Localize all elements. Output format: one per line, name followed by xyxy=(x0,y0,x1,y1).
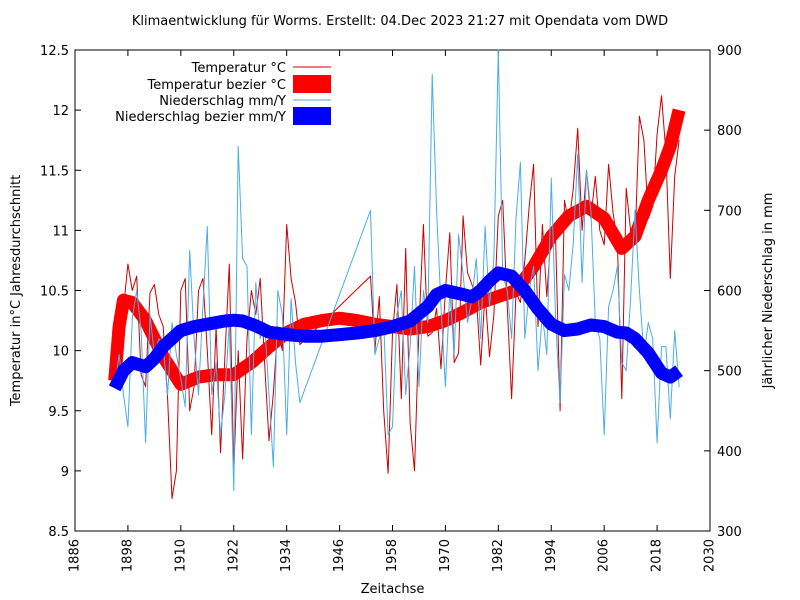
x-tick-label: 1946 xyxy=(332,539,347,572)
y2-tick-label: 400 xyxy=(717,445,742,460)
x-tick-label: 1910 xyxy=(173,539,188,572)
x-tick-label: 1970 xyxy=(438,539,453,572)
y-tick-label: 12.5 xyxy=(40,44,69,59)
series-line-1 xyxy=(108,108,686,391)
y-tick-label: 10 xyxy=(52,345,69,360)
x-tick-label: 1886 xyxy=(68,539,83,572)
x-tick-label: 1958 xyxy=(385,539,400,572)
legend-label: Niederschlag bezier mm/Y xyxy=(115,110,286,125)
y2-axis-label: Jährlicher Niederschlag in mm xyxy=(761,193,776,390)
x-axis-label: Zeitachse xyxy=(361,582,425,597)
legend-swatch xyxy=(293,107,331,125)
y2-tick-label: 600 xyxy=(717,285,742,300)
y-tick-label: 10.5 xyxy=(40,285,69,300)
x-tick-label: 1934 xyxy=(279,539,294,572)
y-tick-label: 9 xyxy=(61,465,69,480)
series-line-3 xyxy=(108,266,683,392)
x-tick-label: 1982 xyxy=(491,539,506,572)
x-tick-label: 2006 xyxy=(597,539,612,572)
legend-label: Temperatur bezier °C xyxy=(146,78,286,93)
y2-tick-label: 800 xyxy=(717,124,742,139)
y-tick-label: 8.5 xyxy=(48,525,69,540)
series-line-0 xyxy=(114,95,680,499)
chart-title: Klimaentwicklung für Worms. Erstellt: 04… xyxy=(131,14,669,29)
y-tick-label: 12 xyxy=(52,104,69,119)
x-tick-label: 2018 xyxy=(650,539,665,572)
y2-tick-label: 700 xyxy=(717,204,742,219)
y-tick-label: 9.5 xyxy=(48,405,69,420)
y-tick-label: 11.5 xyxy=(40,164,69,179)
legend-swatch xyxy=(293,75,331,93)
y2-tick-label: 300 xyxy=(717,525,742,540)
y2-tick-label: 500 xyxy=(717,365,742,380)
y2-tick-label: 900 xyxy=(717,44,742,59)
x-tick-label: 1994 xyxy=(544,539,559,572)
x-tick-label: 2030 xyxy=(703,539,718,572)
legend-label: Temperatur °C xyxy=(191,61,286,76)
y-tick-label: 11 xyxy=(52,224,69,239)
x-tick-label: 1922 xyxy=(226,539,241,572)
x-tick-label: 1898 xyxy=(120,539,135,572)
y-axis-label: Temperatur in°C Jahresdurchschnitt xyxy=(9,175,24,407)
legend-label: Niederschlag mm/Y xyxy=(159,94,286,109)
